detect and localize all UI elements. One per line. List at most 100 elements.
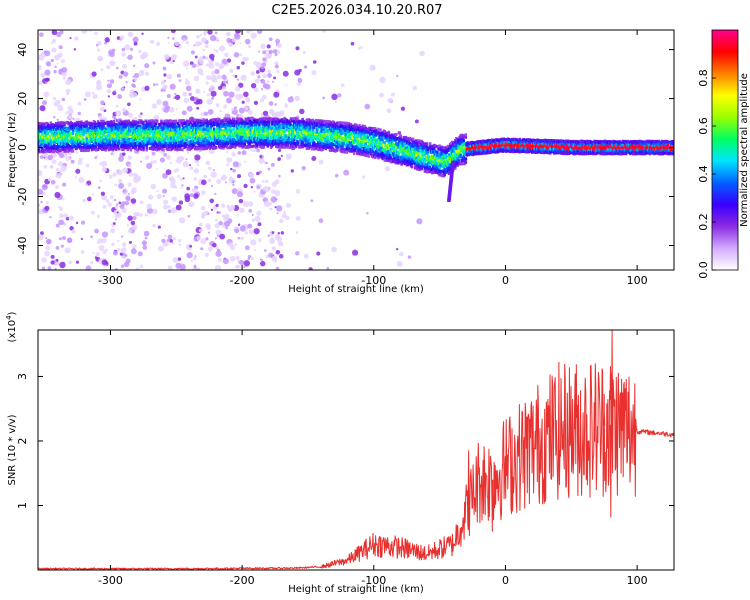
- spectrogram-cell: [114, 205, 119, 210]
- spectrogram-cell: [239, 207, 245, 213]
- spectrogram-ridge-cell: [226, 146, 230, 150]
- spectrogram-cell: [171, 242, 175, 245]
- spectrogram-cell: [51, 47, 57, 53]
- spectrogram-cell: [266, 49, 269, 53]
- spectrogram-cell: [269, 109, 275, 115]
- spectrogram-cell: [225, 31, 231, 37]
- spectrogram-cell: [107, 82, 111, 85]
- spectrogram-ridge-cell: [46, 131, 49, 135]
- spectrogram-cell: [267, 167, 271, 171]
- spectrogram-cell: [198, 228, 203, 233]
- spectrogram-ridge-cell: [296, 117, 299, 121]
- spectrogram-cell: [239, 260, 245, 266]
- spectrogram-cell: [248, 209, 253, 213]
- spectrogram-cell: [90, 235, 93, 239]
- spectrogram-cell: [53, 100, 60, 107]
- spectrogram-cell: [50, 166, 54, 169]
- spectrogram-cell: [61, 67, 68, 73]
- spectrogram-cell: [331, 93, 338, 100]
- spectrogram-cell: [133, 72, 140, 79]
- spectrogram-cell: [273, 91, 280, 98]
- spectrogram-cell: [400, 106, 406, 111]
- spectrogram-ridge-cell: [221, 119, 224, 123]
- spectrogram-cell: [200, 214, 205, 219]
- spectrogram-cell: [361, 175, 366, 179]
- spectrogram-cell: [236, 214, 240, 217]
- spectrogram-cell: [302, 51, 306, 54]
- spectrogram-cell: [44, 205, 50, 211]
- spectrogram-cell: [256, 185, 260, 189]
- spectrogram-cell: [141, 51, 149, 59]
- spectrogram-cell: [131, 224, 138, 231]
- spectrogram-cell: [55, 246, 60, 250]
- spectrogram-cell: [144, 155, 150, 160]
- spectrogram-cell: [130, 198, 137, 204]
- spectrogram-cell: [230, 204, 236, 210]
- spectrogram-cell: [246, 30, 251, 34]
- spectrogram-cell: [84, 91, 92, 98]
- spectrogram-cell: [38, 80, 43, 85]
- spectrogram-cell: [186, 186, 190, 191]
- spectrogram-ridge-cell: [300, 136, 303, 140]
- spectrogram-cell: [396, 74, 399, 78]
- spectrogram-cell: [172, 237, 177, 241]
- spectrogram-cell: [125, 56, 128, 59]
- spectrogram-cell: [158, 245, 164, 252]
- spectrogram-cell: [366, 211, 369, 215]
- spectrogram-cell: [101, 160, 108, 167]
- spectrogram-cell: [188, 92, 192, 97]
- spectrogram-cell: [250, 256, 254, 261]
- spectrogram-ridge-cell: [113, 145, 117, 149]
- spectrogram-cell: [263, 249, 267, 252]
- spectrogram-cell: [172, 59, 175, 63]
- spectrogram-cell: [58, 237, 62, 241]
- spectrogram-cell: [285, 153, 292, 160]
- spectrogram-cell: [241, 100, 245, 104]
- spectrogram-cell: [235, 255, 240, 260]
- spectrogram-cell: [144, 213, 148, 217]
- spectrogram-ridge-cell: [257, 118, 260, 122]
- spectrogram-cell: [91, 71, 97, 77]
- spectrogram-cell: [209, 198, 215, 204]
- spectrogram-cell: [72, 117, 75, 120]
- spectrogram-ridge-cell: [229, 129, 233, 133]
- spectrogram-cell: [273, 76, 276, 80]
- spectrogram-cell: [201, 37, 208, 44]
- spectrogram-cell: [268, 49, 273, 54]
- spectrogram-cell: [202, 48, 205, 52]
- spectrogram-cell: [260, 66, 264, 70]
- spectrogram-cell: [387, 97, 393, 103]
- spectrogram-cell: [290, 95, 293, 99]
- spectrogram-cell: [156, 193, 162, 199]
- spectrogram-cell: [159, 157, 165, 163]
- spectrogram-cell: [125, 254, 128, 257]
- spectrogram-ridge-cell: [265, 129, 268, 133]
- spectrogram-cell: [40, 200, 43, 204]
- spectrogram-cell: [295, 46, 300, 51]
- spectrogram-ridge-cell: [82, 132, 85, 136]
- spectrogram-cell: [119, 252, 123, 256]
- spectrogram-cell: [260, 258, 263, 262]
- spectrogram-cell: [97, 41, 102, 46]
- spectrogram-cell: [262, 50, 267, 55]
- spectrogram-cell: [218, 62, 225, 69]
- spectrogram-cell: [198, 41, 203, 46]
- spectrogram-cell: [174, 94, 181, 100]
- spectrogram-cell: [65, 88, 71, 94]
- spectrogram-cell: [228, 42, 234, 48]
- spectrogram-cell: [219, 109, 222, 113]
- spectrogram-ridge-cell: [278, 123, 281, 127]
- spectrogram-ridge-cell: [39, 122, 42, 126]
- spectrogram-cell: [125, 195, 131, 201]
- spectrogram-cell: [337, 93, 342, 98]
- spectrogram-cell: [231, 107, 235, 112]
- spectrogram-ridge-cell: [91, 138, 95, 142]
- spectrogram-cell: [149, 39, 155, 44]
- spectrogram-cell: [47, 177, 52, 182]
- spectrogram-cell: [110, 61, 114, 65]
- spectrogram-cell: [318, 218, 324, 223]
- spectrogram-cell: [210, 171, 217, 178]
- spectrogram-cell: [50, 42, 53, 45]
- spectrogram-cell: [276, 43, 282, 49]
- spectrogram-cell: [146, 203, 152, 210]
